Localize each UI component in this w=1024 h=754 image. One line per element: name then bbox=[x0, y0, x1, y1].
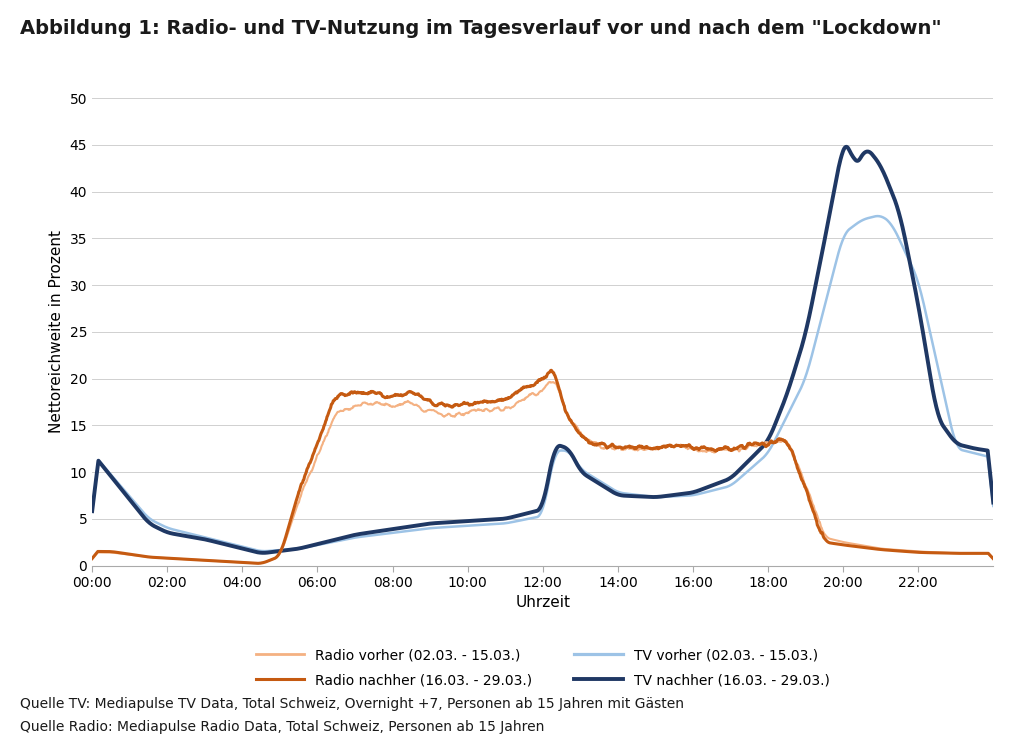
Legend: Radio vorher (02.03. - 15.03.), Radio nachher (16.03. - 29.03.), TV vorher (02.0: Radio vorher (02.03. - 15.03.), Radio na… bbox=[250, 642, 836, 693]
Radio vorher (02.03. - 15.03.) bbox=[684, 443, 696, 452]
Radio nachher (16.03. - 29.03.) bbox=[86, 554, 98, 563]
Radio nachher (16.03. - 29.03.) bbox=[684, 442, 696, 451]
Radio vorher (02.03. - 15.03.) bbox=[86, 554, 98, 563]
Radio nachher (16.03. - 29.03.) bbox=[265, 555, 278, 564]
TV vorher (02.03. - 15.03.) bbox=[871, 212, 884, 221]
Line: Radio nachher (16.03. - 29.03.): Radio nachher (16.03. - 29.03.) bbox=[92, 370, 993, 563]
Radio nachher (16.03. - 29.03.) bbox=[987, 554, 999, 563]
Line: TV vorher (02.03. - 15.03.): TV vorher (02.03. - 15.03.) bbox=[92, 216, 993, 551]
Radio vorher (02.03. - 15.03.) bbox=[265, 555, 278, 564]
TV nachher (16.03. - 29.03.) bbox=[683, 489, 695, 498]
Text: Quelle Radio: Mediapulse Radio Data, Total Schweiz, Personen ab 15 Jahren: Quelle Radio: Mediapulse Radio Data, Tot… bbox=[20, 720, 545, 734]
TV nachher (16.03. - 29.03.) bbox=[987, 498, 999, 507]
Line: Radio vorher (02.03. - 15.03.): Radio vorher (02.03. - 15.03.) bbox=[92, 382, 993, 563]
Y-axis label: Nettoreichweite in Prozent: Nettoreichweite in Prozent bbox=[49, 230, 65, 434]
Radio nachher (16.03. - 29.03.) bbox=[802, 490, 814, 499]
TV nachher (16.03. - 29.03.) bbox=[840, 143, 852, 152]
Radio vorher (02.03. - 15.03.) bbox=[882, 544, 894, 553]
X-axis label: Uhrzeit: Uhrzeit bbox=[515, 596, 570, 611]
Text: Quelle TV: Mediapulse TV Data, Total Schweiz, Overnight +7, Personen ab 15 Jahre: Quelle TV: Mediapulse TV Data, Total Sch… bbox=[20, 697, 684, 712]
TV vorher (02.03. - 15.03.) bbox=[882, 216, 894, 225]
Radio vorher (02.03. - 15.03.) bbox=[543, 378, 555, 387]
Radio vorher (02.03. - 15.03.) bbox=[802, 486, 814, 495]
Radio vorher (02.03. - 15.03.) bbox=[287, 513, 299, 522]
TV nachher (16.03. - 29.03.) bbox=[388, 524, 400, 533]
Radio nachher (16.03. - 29.03.) bbox=[545, 366, 557, 375]
TV vorher (02.03. - 15.03.) bbox=[86, 507, 98, 516]
Radio vorher (02.03. - 15.03.) bbox=[388, 402, 400, 411]
TV nachher (16.03. - 29.03.) bbox=[801, 320, 813, 329]
TV nachher (16.03. - 29.03.) bbox=[265, 547, 278, 556]
TV vorher (02.03. - 15.03.) bbox=[987, 501, 999, 510]
TV vorher (02.03. - 15.03.) bbox=[259, 547, 271, 556]
Text: Abbildung 1: Radio- und TV-Nutzung im Tagesverlauf vor und nach dem "Lockdown": Abbildung 1: Radio- und TV-Nutzung im Ta… bbox=[20, 19, 942, 38]
Radio vorher (02.03. - 15.03.) bbox=[251, 559, 263, 568]
TV nachher (16.03. - 29.03.) bbox=[882, 177, 894, 186]
Radio nachher (16.03. - 29.03.) bbox=[251, 559, 263, 568]
TV nachher (16.03. - 29.03.) bbox=[86, 507, 98, 516]
TV vorher (02.03. - 15.03.) bbox=[265, 546, 278, 555]
TV vorher (02.03. - 15.03.) bbox=[287, 544, 299, 553]
TV vorher (02.03. - 15.03.) bbox=[683, 491, 695, 500]
Line: TV nachher (16.03. - 29.03.): TV nachher (16.03. - 29.03.) bbox=[92, 147, 993, 553]
TV nachher (16.03. - 29.03.) bbox=[258, 548, 270, 557]
Radio nachher (16.03. - 29.03.) bbox=[287, 507, 299, 516]
Radio vorher (02.03. - 15.03.) bbox=[987, 554, 999, 563]
Radio nachher (16.03. - 29.03.) bbox=[882, 546, 894, 555]
TV nachher (16.03. - 29.03.) bbox=[287, 545, 299, 554]
TV vorher (02.03. - 15.03.) bbox=[388, 528, 400, 537]
Radio nachher (16.03. - 29.03.) bbox=[388, 391, 400, 400]
TV vorher (02.03. - 15.03.) bbox=[801, 366, 813, 375]
